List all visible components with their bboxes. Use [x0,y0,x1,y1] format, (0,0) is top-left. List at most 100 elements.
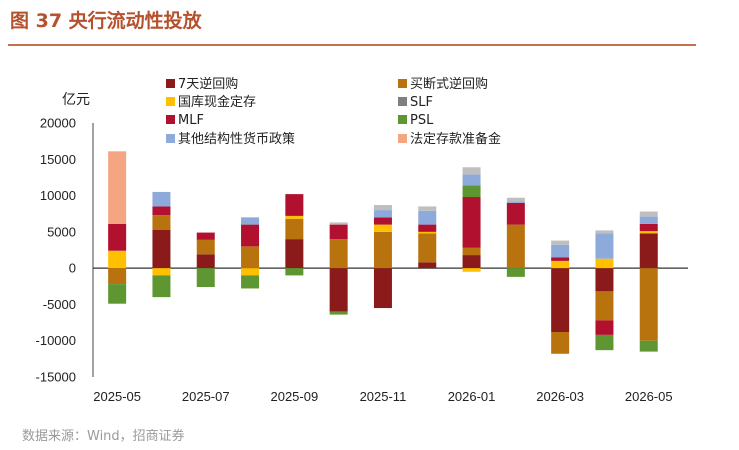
bar-segment [551,244,570,258]
bar-segment [241,246,260,269]
y-tick-label: 15000 [40,152,76,167]
bar-segment [418,210,437,225]
y-tick-label: 10000 [40,188,76,203]
x-tick-label: 2025-09 [270,389,318,404]
bar-segment [506,197,525,202]
bar-segment [241,268,260,276]
bar-segment [506,224,525,269]
bar-segment [108,250,127,269]
bar-segment [595,334,614,351]
bar-segment [551,332,570,354]
legend-label: 买断式逆回购 [410,76,488,92]
bar-segment [108,151,127,224]
bar-segment [196,268,215,288]
bar-segment [152,206,171,216]
bar-segment [152,191,171,207]
bars [108,151,658,354]
y-unit-label: 亿元 [62,92,90,108]
bar-segment [595,320,614,335]
x-tick-label: 2025-07 [182,389,230,404]
x-tick-label: 2025-05 [93,389,141,404]
bar-segment [418,233,437,263]
bar-segment [418,231,437,234]
bar-segment [329,224,348,240]
bar-segment [152,275,171,298]
bar-segment [462,185,481,198]
bar-segment [373,224,392,232]
bar-segment [462,197,481,248]
bar-segment [152,268,171,276]
bar-segment [506,202,525,225]
legend-label: PSL [410,113,434,128]
y-tick-label: -10000 [36,333,76,348]
bar-segment [639,211,658,217]
legend-label: SLF [410,95,433,110]
bar-segment [551,260,570,269]
bar-segment [285,218,304,240]
bar-segment [373,210,392,218]
bar-segment [152,229,171,269]
bar-segment [108,268,127,285]
bar-segment [551,257,570,261]
figure-title: 图 37 央行流动性投放 [10,10,202,32]
legend-swatch [398,115,407,124]
bar-segment [595,230,614,234]
legend-swatch [398,79,407,88]
bar-segment [639,268,658,341]
bar-segment [329,222,348,225]
legend-label: 法定存款准备金 [410,131,501,147]
bar-segment [595,291,614,321]
bar-segment [241,275,260,289]
bar-segment [639,231,658,234]
bar-segment [373,205,392,211]
bar-segment [329,311,348,315]
bar-segment [373,231,392,269]
bar-segment [241,217,260,225]
bar-segment [108,223,127,251]
bar-segment [462,268,481,272]
axes: 亿元 -15000 -10000 -5000 0 5000 10000 15000 20000 2… [36,92,688,404]
legend-swatch [166,134,175,143]
bar-segment [551,240,570,245]
bar-segment [595,268,614,292]
bar-segment [418,206,437,211]
bar-segment [595,233,614,259]
bar-segment [462,167,481,175]
bar-segment [639,216,658,224]
y-tick-label: -15000 [36,370,76,385]
bar-segment [285,215,304,219]
legend-label: 国库现金定存 [178,94,256,110]
x-tick-label: 2026-05 [625,389,673,404]
legend-label: 7天逆回购 [178,76,238,92]
title-rule [8,44,696,46]
legend-label: MLF [178,113,204,128]
bar-segment [285,268,304,276]
bar-segment [462,255,481,269]
source-note: 数据来源：Wind，招商证券 [22,429,185,444]
legend-swatch [398,97,407,106]
bar-segment [506,268,525,277]
bar-segment [285,239,304,269]
bar-segment [595,258,614,269]
legend-label: 其他结构性货币政策 [178,131,295,147]
bar-segment [329,268,348,312]
bar-segment [108,284,127,304]
legend-swatch [166,97,175,106]
x-tick-label: 2026-03 [536,389,584,404]
bar-segment [639,223,658,232]
legend-swatch [398,134,407,143]
y-tick-label: 20000 [40,116,76,131]
bar-segment [639,233,658,269]
legend-swatch [166,79,175,88]
bar-segment [462,247,481,256]
x-tick-label: 2025-11 [360,389,407,404]
bar-segment [506,201,525,203]
y-tick-label: 5000 [47,224,76,239]
legend-swatch [166,115,175,124]
bar-segment [373,268,392,309]
bar-segment [196,254,215,269]
y-tick-label: -5000 [43,297,76,312]
y-tick-label: 0 [69,261,76,276]
bar-segment [551,268,570,333]
